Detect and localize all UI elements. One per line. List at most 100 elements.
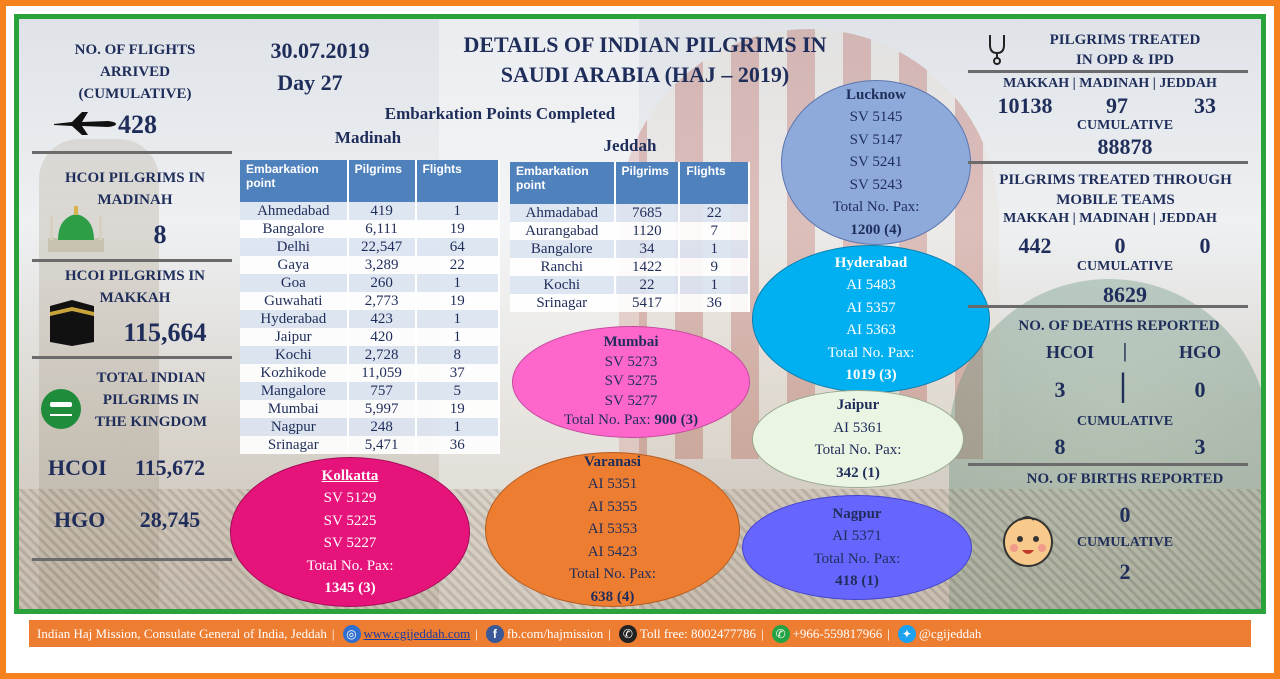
madinah-pilgrims-value: 8 (153, 220, 167, 249)
hcoi-total-value: 115,672 (134, 455, 206, 480)
table-cell: Srinagar (510, 294, 616, 312)
table-cell: 5417 (614, 294, 681, 312)
jeddah-embarkation-table: Embarkation point Pilgrims Flights Ahmad… (510, 162, 750, 312)
total-pax-value: 342 (1) (836, 464, 880, 481)
madinah-embarkation-table: Embarkation point Pilgrims Flights Ahmed… (240, 160, 500, 454)
flight-number: SV 5225 (323, 512, 377, 529)
bubble-title: Mumbai (603, 334, 659, 351)
total-pax-label: Total No. Pax: (563, 412, 651, 429)
table-cell: Mumbai (240, 400, 349, 418)
deaths-column-divider: | (1122, 340, 1128, 362)
organization-name: Indian Haj Mission, Consulate General of… (37, 625, 327, 641)
table-row: Nagpur 248 1 (240, 418, 500, 436)
madinah-pilgrims-label-line1: HCOI PILGRIMS IN (64, 170, 206, 186)
table-cell: 5,471 (347, 436, 417, 454)
table-cell: 8 (415, 346, 500, 364)
mobile-jeddah-value: 0 (1199, 233, 1211, 258)
airplane-icon (54, 112, 116, 135)
table-cell: Ahmedabad (240, 202, 349, 220)
column-header: Flights (415, 160, 500, 202)
twitter-handle[interactable]: @cgijeddah (918, 625, 982, 641)
table-cell: 757 (347, 382, 417, 400)
table-cell: Ahmadabad (510, 204, 616, 222)
madinah-table-label: Madinah (334, 128, 402, 147)
table-cell: 5 (415, 382, 500, 400)
toll-free-number: Toll free: 8002477786 (639, 625, 756, 641)
makkah-pilgrims-value: 115,664 (123, 318, 207, 347)
table-cell: 34 (614, 240, 681, 258)
table-row: Kochi 2,728 8 (240, 346, 500, 364)
whatsapp-icon: ✆ (771, 624, 790, 643)
background-green-dome (949, 279, 1261, 609)
footer-separator: | (608, 625, 611, 641)
flight-number: AI 5361 (833, 419, 883, 436)
baby-face-icon (1003, 516, 1053, 567)
table-cell: Bangalore (510, 240, 616, 258)
table-cell: Hyderabad (240, 310, 349, 328)
total-pax-label: Total No. Pax: (814, 442, 902, 458)
inner-green-frame (14, 14, 1266, 614)
flights-arrived-value: 428 (118, 110, 157, 139)
births-title: NO. OF BIRTHS REPORTED (1026, 471, 1224, 487)
globe-icon: ◎ (342, 624, 361, 643)
page-title-line1: DETAILS OF INDIAN PILGRIMS IN (463, 32, 827, 57)
mobile-title-line1: PILGRIMS TREATED THROUGH (999, 172, 1232, 188)
mobile-madinah-value: 0 (1114, 233, 1126, 258)
flight-number: AI 5353 (587, 521, 638, 538)
table-cell: 19 (415, 400, 500, 418)
kingdom-label-line2: PILGRIMS IN (102, 392, 200, 408)
total-pax-value: 1345 (3) (324, 580, 376, 596)
table-cell: 419 (347, 202, 417, 220)
hcoi-label: HCOI (48, 455, 107, 480)
varanasi-flights-bubble: Varanasi AI 5351 AI 5355 AI 5353 AI 5423… (485, 452, 740, 607)
table-cell: 64 (415, 238, 500, 256)
facebook-link[interactable]: fb.com/hajmission (506, 625, 604, 641)
table-cell: 423 (347, 310, 417, 328)
bubble-title: Nagpur (832, 505, 882, 522)
makkah-pilgrims-label-line2: MAKKAH (99, 290, 171, 306)
phone-icon: ✆ (618, 624, 637, 643)
flight-number: SV 5277 (604, 392, 658, 409)
table-cell: 36 (415, 436, 500, 454)
table-row: Hyderabad 423 1 (240, 310, 500, 328)
table-row: Goa 260 1 (240, 274, 500, 292)
flights-label-line1: NO. OF FLIGHTS (74, 42, 196, 58)
table-row: Ahmedabad 419 1 (240, 202, 500, 220)
flight-number: AI 5357 (846, 299, 896, 316)
opd-makkah-value: 10138 (997, 93, 1053, 118)
column-header: Pilgrims (614, 162, 681, 204)
table-cell: 7685 (614, 204, 681, 222)
lucknow-flights-bubble: Lucknow SV 5145 SV 5147 SV 5241 SV 5243 … (781, 80, 971, 245)
table-cell: 1120 (614, 222, 681, 240)
flight-number: SV 5145 (849, 109, 903, 126)
table-cell: 1422 (614, 258, 681, 276)
table-row: Bangalore 6,111 19 (240, 220, 500, 238)
website-link[interactable]: www.cgijeddah.com (363, 625, 471, 641)
makkah-pilgrims-label-line1: HCOI PILGRIMS IN (64, 268, 206, 284)
contact-footer-bar: Indian Haj Mission, Consulate General of… (29, 620, 1251, 647)
table-cell: 1 (415, 418, 500, 436)
hyderabad-flights-bubble: Hyderabad AI 5483 AI 5357 AI 5363 Total … (752, 245, 990, 393)
total-pax-label: Total No. Pax: (569, 566, 656, 583)
table-cell: Guwahati (240, 292, 349, 310)
table-cell: 5,997 (347, 400, 417, 418)
table-cell: 1 (415, 310, 500, 328)
table-cell: Delhi (240, 238, 349, 256)
deaths-cumulative-label: CUMULATIVE (1076, 414, 1174, 429)
births-cumulative-value: 2 (1119, 559, 1131, 584)
table-cell: 36 (679, 294, 750, 312)
mobile-makkah-value: 442 (1018, 233, 1052, 258)
green-dome-mosque-icon (48, 206, 104, 252)
deaths-value-divider: | (1119, 367, 1127, 404)
table-cell: 3,289 (347, 256, 417, 274)
table-cell: Kochi (240, 346, 349, 364)
flight-number: AI 5355 (587, 498, 638, 515)
table-row: Aurangabad 1120 7 (510, 222, 750, 240)
table-cell: Jaipur (240, 328, 349, 346)
column-header: Flights (679, 162, 750, 204)
flight-number: AI 5351 (587, 476, 638, 493)
table-cell: 1 (679, 240, 750, 258)
table-row: Kozhikode 11,059 37 (240, 364, 500, 382)
table-cell: Goa (240, 274, 349, 292)
